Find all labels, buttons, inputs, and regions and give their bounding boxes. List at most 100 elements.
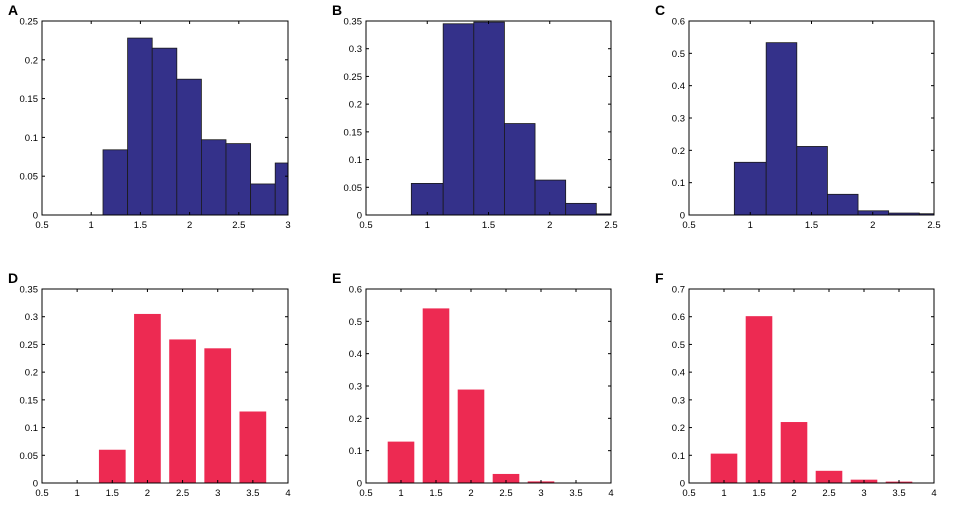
bar xyxy=(127,37,153,215)
bar xyxy=(176,78,202,215)
bar xyxy=(169,339,196,483)
x-tick-label: 0.5 xyxy=(682,220,695,231)
bars-b xyxy=(410,21,611,215)
bar xyxy=(857,210,890,215)
x-tick-label: 1.5 xyxy=(752,488,765,499)
y-tick-label: 0.05 xyxy=(20,451,39,462)
panel-b: B 0.5 1 1.5 2 2.5 0 0.05 0.1 0.15 0.2 0.25 0.3 0.35 xyxy=(332,2,618,231)
x-tick-label: 4 xyxy=(931,488,936,499)
x-tick-label: 3 xyxy=(538,488,543,499)
bar xyxy=(918,213,934,215)
x-tick-label: 3.5 xyxy=(569,488,582,499)
bars-a xyxy=(102,37,288,215)
bar xyxy=(765,42,798,215)
bar xyxy=(410,183,444,215)
bar xyxy=(201,139,227,215)
y-tick-label: 0.5 xyxy=(349,317,362,328)
x-tick-label: 2 xyxy=(468,488,473,499)
x-tick-label: 2 xyxy=(145,488,150,499)
bar xyxy=(815,470,843,483)
y-tick-label: 0.2 xyxy=(349,100,362,111)
x-tick-label: 1.5 xyxy=(482,220,495,231)
x-tick-label: 1 xyxy=(89,220,94,231)
panel-label-a: A xyxy=(8,2,18,18)
y-tick-label: 0.1 xyxy=(349,446,362,457)
x-tick-label: 1 xyxy=(398,488,403,499)
bar xyxy=(780,422,808,483)
bar xyxy=(102,149,129,215)
y-tick-label: 0.7 xyxy=(672,285,685,296)
y-tick-label: 0.2 xyxy=(349,414,362,425)
y-tick-label: 0.2 xyxy=(672,146,685,157)
x-tick-label: 2.5 xyxy=(499,488,512,499)
y-tick-label: 0.4 xyxy=(349,349,362,360)
y-tick-label: 0.35 xyxy=(344,17,363,28)
y-tick-label: 0.1 xyxy=(25,423,38,434)
x-tick-label: 2.5 xyxy=(176,488,189,499)
x-tick-label: 2 xyxy=(547,220,552,231)
y-tick-label: 0.25 xyxy=(20,340,39,351)
bar xyxy=(595,213,611,215)
bar xyxy=(473,21,505,215)
y-tick-label: 0.3 xyxy=(349,382,362,393)
panel-f: F 0.5 1 1.5 2 2.5 3 3.5 4 0 0.1 0.2 0.3 0.4 0.5 0.6 0.7 xyxy=(655,270,937,499)
y-tick-label: 0 xyxy=(357,211,362,222)
bar xyxy=(225,143,252,215)
y-tick-label: 0.25 xyxy=(344,72,363,83)
y-tick-label: 0.3 xyxy=(672,114,685,125)
x-tick-label: 3.5 xyxy=(246,488,259,499)
x-tick-label: 1.5 xyxy=(429,488,442,499)
y-tick-label: 0.4 xyxy=(672,368,685,379)
y-tick-label: 0.15 xyxy=(344,127,363,138)
bar xyxy=(151,47,178,215)
x-tick-label: 3 xyxy=(861,488,866,499)
bar xyxy=(387,441,415,483)
x-tick-label: 1.5 xyxy=(134,220,147,231)
y-tick-label: 0 xyxy=(33,211,38,222)
y-tick-label: 0.35 xyxy=(20,285,39,296)
x-tick-label: 2.5 xyxy=(604,220,617,231)
axes-frame xyxy=(41,20,289,216)
panel-label-c: C xyxy=(655,2,665,18)
bar xyxy=(239,411,267,483)
bar xyxy=(457,389,485,483)
x-tick-label: 3 xyxy=(285,220,290,231)
x-tick-label: 1.5 xyxy=(106,488,119,499)
panel-label-b: B xyxy=(332,2,342,18)
bar xyxy=(492,473,520,483)
y-tick-label: 0 xyxy=(33,479,38,490)
x-tick-label: 4 xyxy=(285,488,290,499)
bars-e xyxy=(387,308,555,483)
bars-c xyxy=(733,42,934,215)
x-tick-label: 1 xyxy=(74,488,79,499)
y-tick-label: 0.5 xyxy=(672,49,685,60)
y-tick-label: 0.1 xyxy=(672,451,685,462)
y-tick-label: 0.1 xyxy=(349,155,362,166)
y-tick-label: 0.2 xyxy=(672,423,685,434)
y-tick-label: 0 xyxy=(680,479,685,490)
y-tick-label: 0.25 xyxy=(20,17,39,28)
bar xyxy=(98,449,126,483)
bar xyxy=(565,202,597,215)
x-tick-label: 3.5 xyxy=(892,488,905,499)
y-tick-label: 0.3 xyxy=(349,44,362,55)
y-tick-label: 0.1 xyxy=(672,178,685,189)
bar xyxy=(534,179,567,215)
panel-label-e: E xyxy=(332,270,341,286)
panel-e: E 0.5 1 1.5 2 2.5 3 3.5 4 0 0.1 0.2 0.3 0.4 0.5 0.6 xyxy=(332,270,614,499)
bar xyxy=(422,308,450,483)
y-tick-label: 0.15 xyxy=(20,395,39,406)
x-tick-label: 4 xyxy=(608,488,613,499)
x-tick-label: 0.5 xyxy=(359,488,372,499)
y-tick-label: 0.05 xyxy=(344,183,363,194)
y-tick-label: 0.5 xyxy=(672,340,685,351)
x-tick-label: 1 xyxy=(425,220,430,231)
x-tick-label: 2.5 xyxy=(232,220,245,231)
x-tick-label: 1.5 xyxy=(805,220,818,231)
bar xyxy=(504,123,536,215)
y-tick-label: 0.4 xyxy=(672,81,685,92)
y-tick-label: 0.6 xyxy=(672,312,685,323)
y-tick-label: 0.2 xyxy=(25,368,38,379)
bar xyxy=(250,183,276,215)
